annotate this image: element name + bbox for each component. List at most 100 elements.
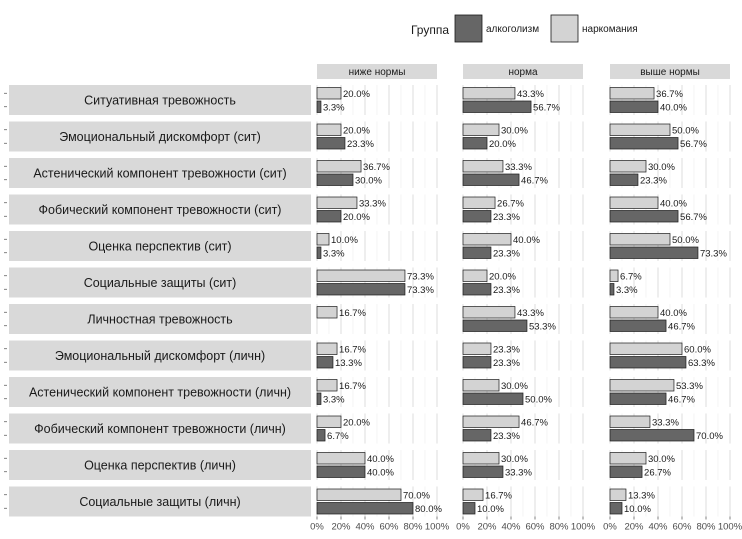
x-tick-label: 20% <box>477 522 497 533</box>
row-label: Эмоциональный дискомфорт (личн) <box>55 349 265 363</box>
bar-label: 53.3% <box>676 381 703 392</box>
legend-label-alcohol: алкоголизм <box>486 24 539 35</box>
x-tick-label: 40% <box>501 522 521 533</box>
bar <box>609 356 687 369</box>
row-strip <box>9 121 311 152</box>
bar-label: 10.0% <box>331 235 358 246</box>
bar-label: 33.3% <box>652 418 679 429</box>
row-strip <box>9 194 311 225</box>
row-label: Социальные защиты (личн) <box>79 495 240 509</box>
bar <box>609 173 639 186</box>
x-tick-label: 0% <box>310 522 324 533</box>
x-tick-label: 20% <box>331 522 351 533</box>
bar-label: 56.7% <box>533 103 560 114</box>
x-tick-label: 80% <box>549 522 569 533</box>
bar-label: 26.7% <box>644 468 671 479</box>
bar <box>316 246 322 259</box>
bar <box>609 160 647 173</box>
row-strip <box>9 304 311 334</box>
bar <box>609 100 659 113</box>
x-tick-label: 80% <box>403 522 423 533</box>
bar <box>462 283 492 296</box>
bar-label: 20.0% <box>343 89 370 100</box>
bar <box>462 488 484 501</box>
bar <box>609 246 699 259</box>
bar-label: 13.3% <box>628 491 655 502</box>
facet-header-bg <box>610 64 730 79</box>
row-strip <box>9 450 311 480</box>
bar <box>316 415 342 428</box>
bar-label: 40.0% <box>660 103 687 114</box>
bar-label: 40.0% <box>367 468 394 479</box>
bar-label: 30.0% <box>501 126 528 137</box>
bar <box>462 452 500 465</box>
bar <box>316 306 338 319</box>
bar-label: 46.7% <box>668 322 695 333</box>
bar <box>316 137 346 150</box>
bar-label: 50.0% <box>672 235 699 246</box>
bar <box>609 319 667 332</box>
bar <box>462 160 504 173</box>
bar <box>462 392 524 405</box>
bar <box>462 502 476 515</box>
panels: 20.0% 3.3% 43.3% 56.7% 36.7% 40.0% 20.0% 23.3% 3… <box>316 85 731 517</box>
x-tick-label: 0% <box>603 522 617 533</box>
bar <box>316 502 414 515</box>
bar-label: 36.7% <box>363 162 390 173</box>
x-tick-label: 20% <box>624 522 644 533</box>
bar-label: 53.3% <box>529 322 556 333</box>
x-tick-label: 0% <box>456 522 470 533</box>
bar <box>609 502 623 515</box>
bar <box>316 488 402 501</box>
bar-label: 33.3% <box>359 199 386 210</box>
bar <box>316 283 406 296</box>
bar <box>462 269 488 282</box>
bar <box>316 100 322 113</box>
bar-label: 30.0% <box>355 176 382 187</box>
bar-label: 20.0% <box>343 126 370 137</box>
bar-label: 3.3% <box>616 285 638 296</box>
bar <box>609 196 659 209</box>
bar-label: 60.0% <box>684 345 711 356</box>
bar-label: 46.7% <box>521 418 548 429</box>
facet-header-bg <box>463 64 583 79</box>
bar <box>316 269 406 282</box>
bar-label: 36.7% <box>656 89 683 100</box>
row-strip <box>9 267 311 298</box>
row-label: Астенический компонент тревожности (сит) <box>33 167 286 181</box>
bar-label: 40.0% <box>367 454 394 465</box>
bar <box>316 233 330 246</box>
x-tick-label: 40% <box>355 522 375 533</box>
bar-label: 23.3% <box>493 431 520 442</box>
row-label: Астенический компонент тревожности (личн… <box>29 386 291 400</box>
facet-title: выше нормы <box>640 67 700 78</box>
bar <box>609 87 655 100</box>
bar <box>316 392 322 405</box>
bar-label: 33.3% <box>505 162 532 173</box>
row-label: Личностная тревожность <box>87 313 232 327</box>
bar <box>462 429 492 442</box>
bar-label: 73.3% <box>407 272 434 283</box>
x-tick-label: 60% <box>525 522 545 533</box>
facet-header-bg <box>317 64 437 79</box>
bar-label: 63.3% <box>688 358 715 369</box>
bar-label: 50.0% <box>672 126 699 137</box>
bar <box>609 429 695 442</box>
bar <box>316 379 338 392</box>
row-strip <box>9 377 311 407</box>
x-tick-label: 100% <box>571 522 596 533</box>
legend: Группа алкоголизм наркомания <box>411 14 638 43</box>
bar <box>609 415 651 428</box>
bar <box>609 379 675 392</box>
bar-label: 3.3% <box>323 103 345 114</box>
bar <box>316 342 338 355</box>
bar <box>462 100 532 113</box>
bar <box>609 342 683 355</box>
bar-label: 40.0% <box>660 308 687 319</box>
bar <box>462 233 512 246</box>
bar <box>316 123 342 136</box>
bar-label: 70.0% <box>403 491 430 502</box>
bar-label: 20.0% <box>343 212 370 223</box>
bar-label: 43.3% <box>517 89 544 100</box>
